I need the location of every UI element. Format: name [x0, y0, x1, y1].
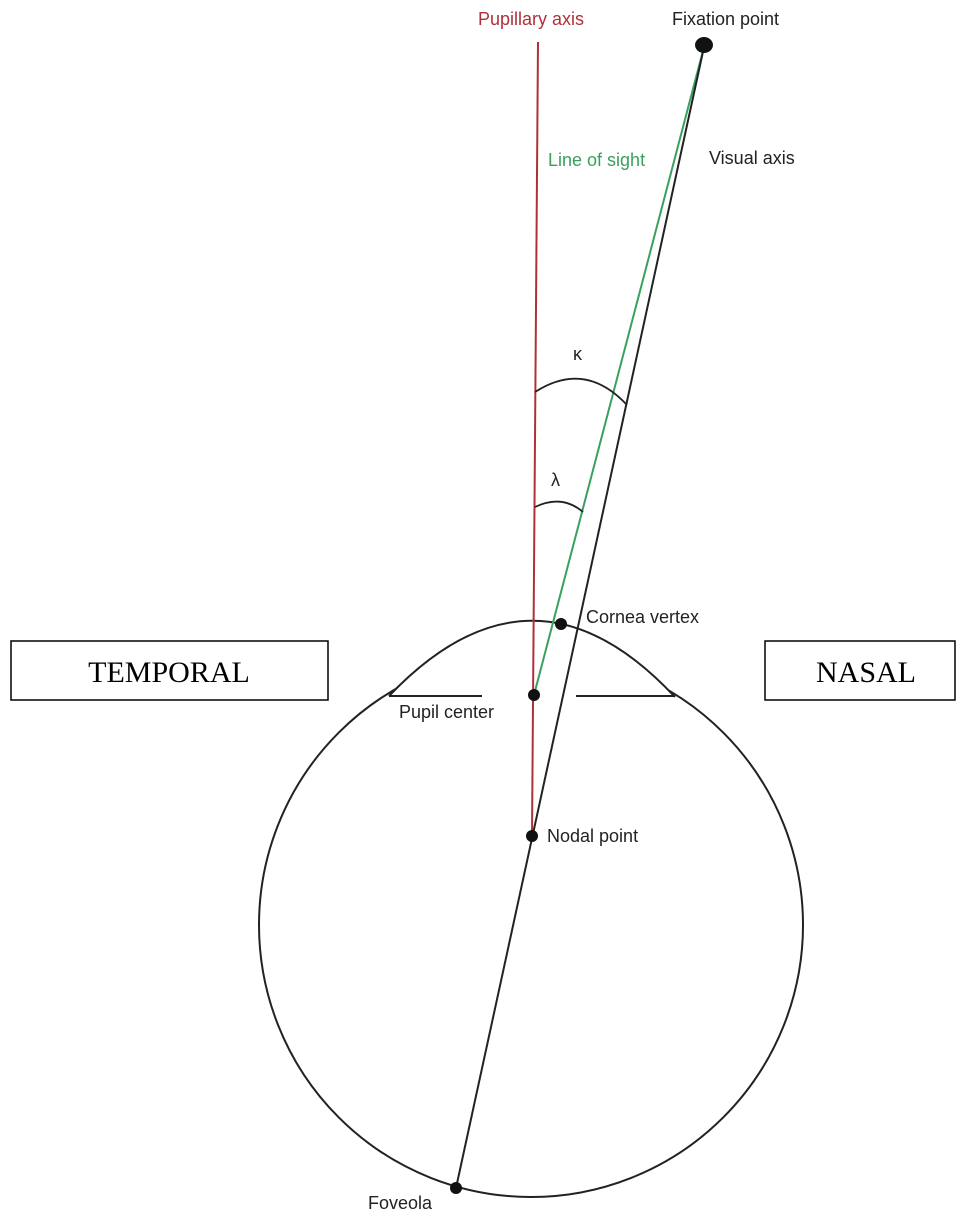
- visual-axis: [455, 46, 705, 1189]
- line-of-sight: [533, 46, 705, 696]
- label: Pupil center: [399, 702, 494, 722]
- lambda-arc: [534, 500, 584, 513]
- label: Pupillary axis: [478, 9, 584, 29]
- foveola-dot: [450, 1182, 462, 1194]
- label: λ: [551, 470, 560, 490]
- fixation-dot: [695, 37, 713, 53]
- temporal-box: [10, 640, 329, 701]
- cornea: [388, 619, 676, 698]
- label: κ: [573, 344, 583, 364]
- nasal-box: [764, 640, 956, 701]
- nodal-point-dot: [526, 830, 538, 842]
- cornea-vertex-dot: [555, 618, 567, 630]
- pupil-center-dot: [528, 689, 540, 701]
- label: Fixation point: [672, 9, 779, 29]
- box-label: TEMPORAL: [88, 656, 250, 689]
- label: Foveola: [368, 1193, 433, 1213]
- label: Visual axis: [709, 148, 795, 168]
- label: Cornea vertex: [586, 607, 699, 627]
- kappa-arc: [534, 377, 628, 406]
- label: Line of sight: [548, 150, 645, 170]
- box-label: NASAL: [816, 656, 916, 689]
- pupillary-axis: [531, 41, 539, 837]
- label: Nodal point: [547, 826, 638, 846]
